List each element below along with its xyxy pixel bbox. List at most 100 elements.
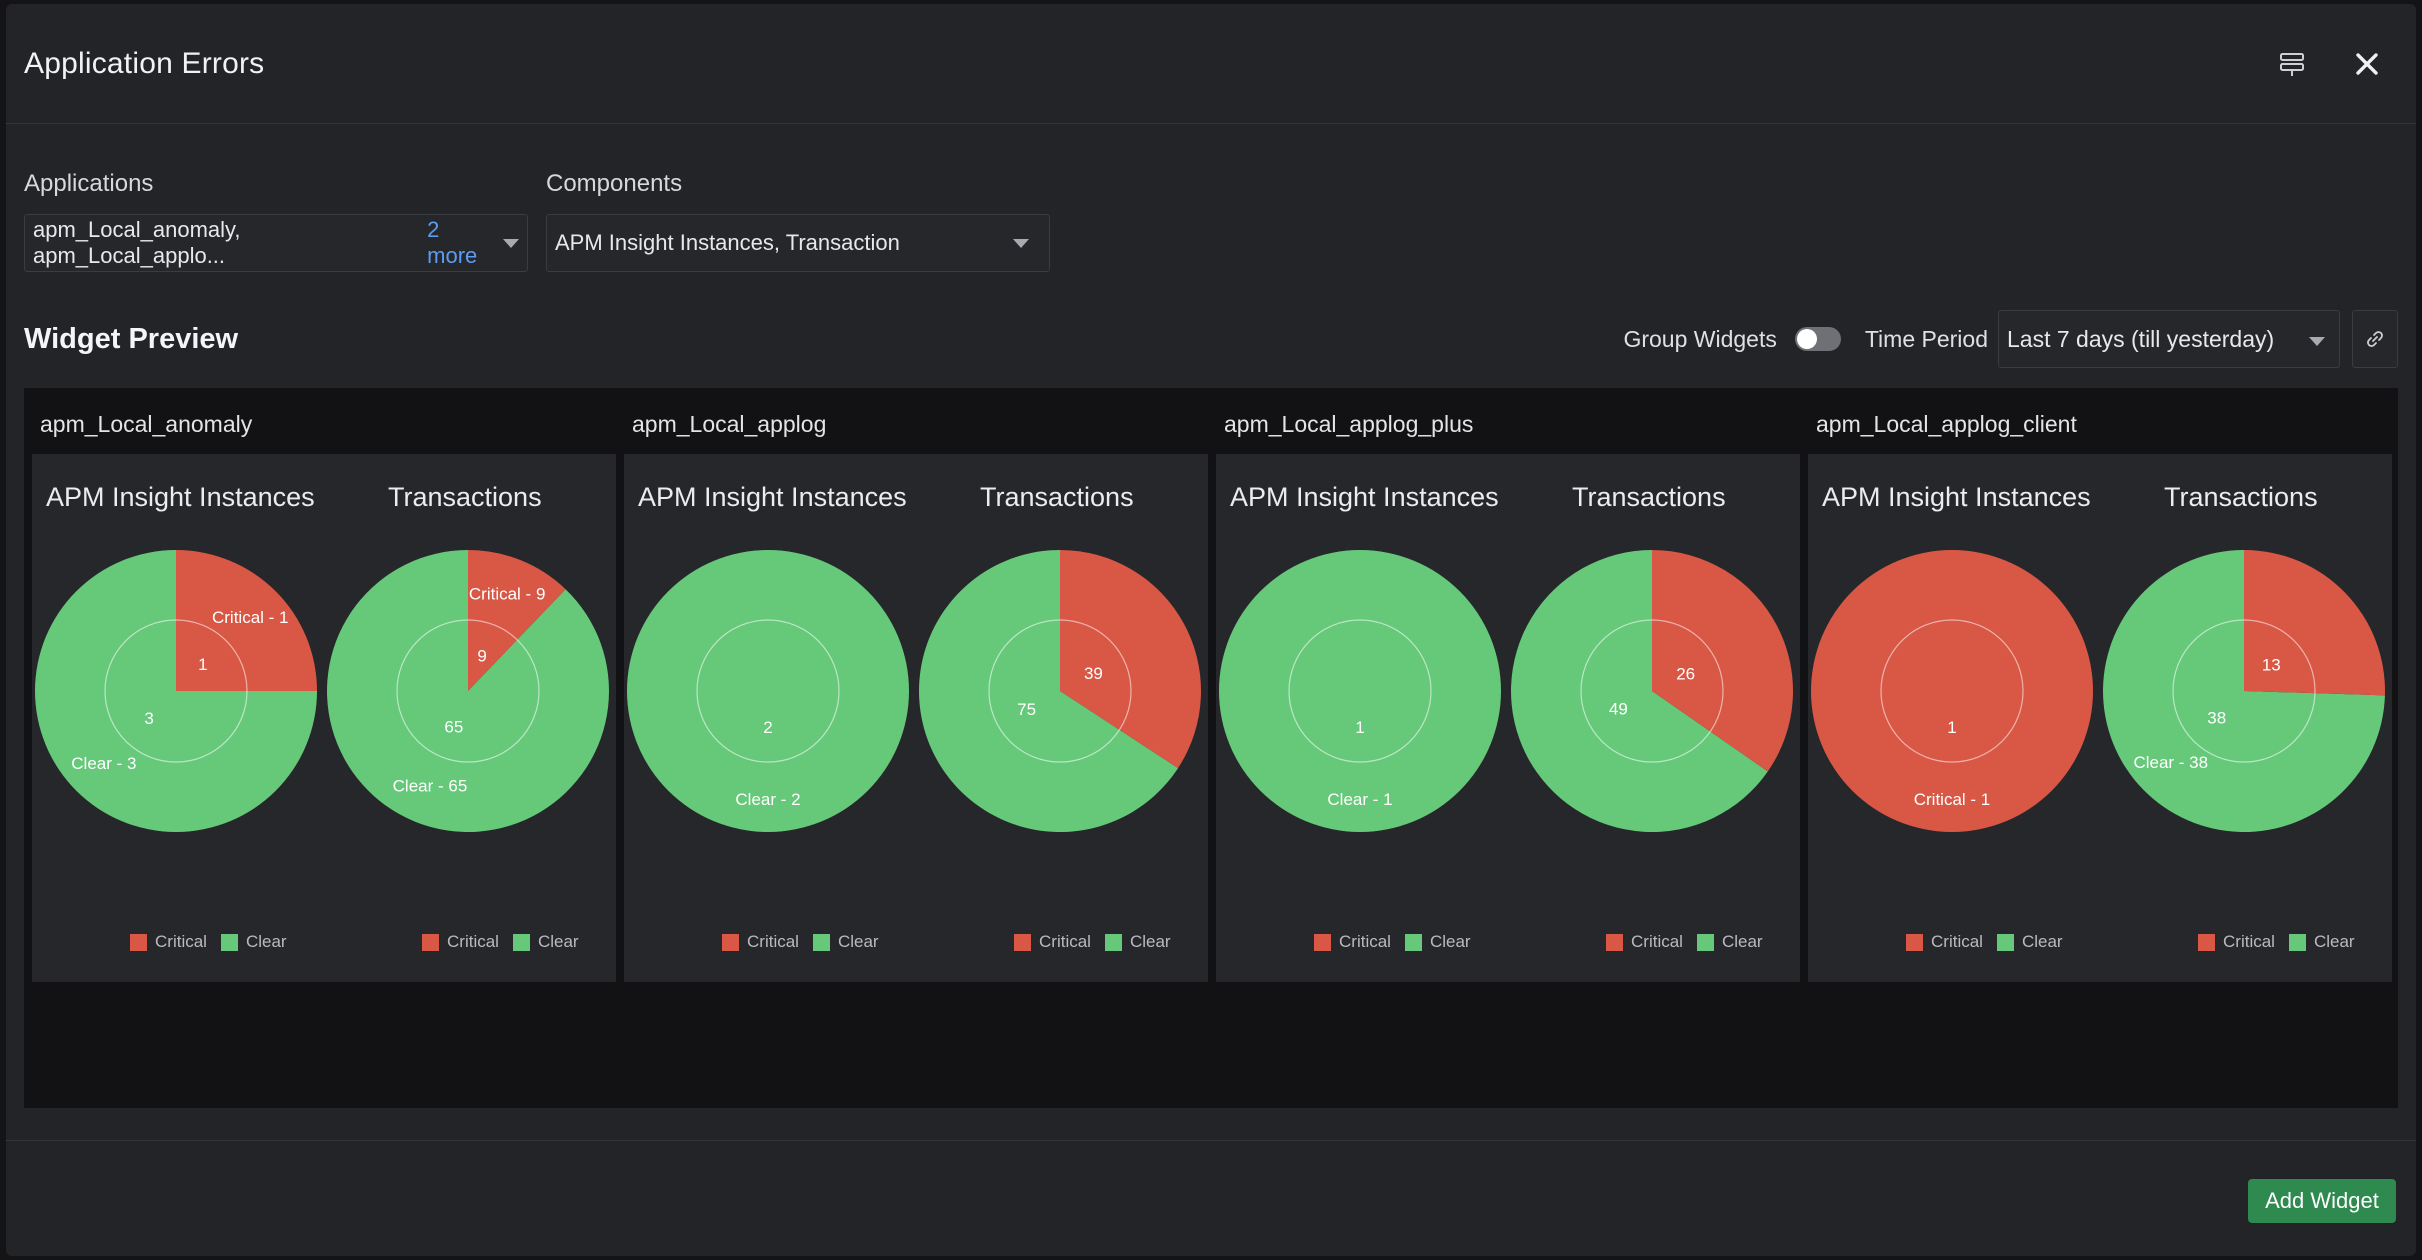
pie-chart-svg: 1 Clear - 1: [1219, 550, 1501, 832]
legend-item-critical[interactable]: Critical: [1606, 932, 1683, 952]
legend-label-critical: Critical: [1339, 932, 1391, 951]
pie-chart: 26 49 Transactions Critical Clear: [1506, 454, 1798, 982]
preview-bar: Widget Preview Group Widgets Time Period…: [6, 310, 2416, 368]
legend-label-clear: Clear: [1129, 932, 1171, 951]
pie-slice-critical[interactable]: [1811, 550, 2093, 832]
widget-card: apm_Local_applog_client 1 Critical - 1 APM …: [1800, 388, 2392, 982]
legend-swatch-critical: [1906, 933, 1923, 951]
pie-slice-clear[interactable]: [1511, 550, 1768, 832]
components-filter: Components APM Insight Instances, Transa…: [546, 170, 1050, 272]
legend-item-clear[interactable]: Clear: [812, 932, 879, 952]
widget-title: apm_Local_anomaly: [40, 411, 253, 437]
widget-card: apm_Local_applog_plus 1 Clear - 1 APM Insig…: [1208, 388, 1800, 982]
critical-slice-label: Critical - 1: [212, 608, 289, 627]
widget-title: apm_Local_applog: [632, 411, 827, 437]
clear-value-label: 49: [1609, 700, 1628, 719]
pie-chart-svg: 1 Critical - 1: [1811, 550, 2093, 832]
modal-title: Application Errors: [24, 46, 265, 80]
settings-icon[interactable]: [2278, 50, 2306, 78]
legend-item-critical[interactable]: Critical: [422, 932, 499, 952]
pie-slice-critical[interactable]: [1652, 550, 1793, 772]
legend-item-critical[interactable]: Critical: [1314, 932, 1391, 952]
legend-item-clear[interactable]: Clear: [512, 932, 579, 952]
chevron-down-icon: [2309, 337, 2325, 346]
components-value: APM Insight Instances, Transaction: [555, 230, 900, 255]
legend-label-critical: Critical: [1631, 932, 1683, 951]
legend-item-critical[interactable]: Critical: [722, 932, 799, 952]
widget-card: apm_Local_anomaly 1 3 Critical - 1 Clear - 3…: [24, 388, 616, 982]
pie-slice-clear[interactable]: [627, 550, 909, 832]
link-button[interactable]: [2352, 310, 2398, 368]
critical-value-label: 26: [1676, 664, 1695, 683]
pie-chart: 1 Critical - 1 APM Insight Instances Critic…: [1806, 454, 2098, 982]
legend-label-critical: Critical: [747, 932, 799, 951]
chevron-down-icon: [1013, 239, 1029, 248]
legend-swatch-critical: [422, 933, 439, 951]
legend-item-critical[interactable]: Critical: [1014, 932, 1091, 952]
applications-select[interactable]: apm_Local_anomaly, apm_Local_applo... 2 …: [24, 214, 528, 272]
inner-ring: [696, 619, 840, 763]
pie-chart: 2 Clear - 2 APM Insight Instances Critical C…: [622, 454, 914, 982]
widget-body: 2 Clear - 2 APM Insight Instances Critical C…: [624, 454, 1208, 982]
legend-item-critical[interactable]: Critical: [130, 932, 207, 952]
legend-item-clear[interactable]: Clear: [1696, 932, 1763, 952]
legend-swatch-critical: [722, 933, 739, 951]
inner-ring: [1288, 619, 1432, 763]
legend-item-clear[interactable]: Clear: [220, 932, 287, 952]
critical-value-label: 1: [1947, 718, 1956, 737]
time-period-label: Time Period: [1864, 325, 1988, 352]
widget-body: 1 Clear - 1 APM Insight Instances Critical C…: [1216, 454, 1800, 982]
pie-slice-critical[interactable]: [2244, 550, 2385, 696]
components-select[interactable]: APM Insight Instances, Transaction: [546, 214, 1050, 272]
applications-value: apm_Local_anomaly, apm_Local_applo...: [33, 217, 241, 268]
pie-slice-critical[interactable]: [1060, 550, 1201, 769]
components-label: Components: [546, 170, 683, 197]
legend-swatch-clear: [1104, 933, 1122, 951]
applications-label: Applications: [24, 170, 154, 197]
chart-legend: Critical Clear: [130, 932, 301, 952]
pie-chart: 9 65 Critical - 9 Clear - 65 Transactions Cri…: [322, 454, 614, 982]
chart-title: Transactions: [1572, 482, 1726, 512]
clear-slice-label: Clear - 1: [1327, 790, 1392, 809]
pie-slice-critical[interactable]: [176, 550, 317, 691]
legend-label-critical: Critical: [155, 932, 207, 951]
inner-ring: [988, 619, 1132, 763]
pie-slice-critical[interactable]: [468, 550, 566, 691]
inner-ring: [2172, 619, 2316, 763]
pie-slice-clear[interactable]: [326, 550, 609, 832]
chart-legend: Critical Clear: [722, 932, 893, 952]
modal-footer: Add Widget: [6, 1140, 2416, 1256]
applications-more-link[interactable]: 2 more: [427, 217, 478, 268]
pie-slice-clear[interactable]: [1219, 550, 1501, 832]
pie-slice-clear[interactable]: [919, 550, 1179, 832]
legend-label-clear: Clear: [245, 932, 287, 951]
chart-title: Transactions: [2164, 482, 2318, 512]
legend-label-critical: Critical: [2223, 932, 2275, 951]
legend-item-clear[interactable]: Clear: [2288, 932, 2355, 952]
group-widgets-toggle[interactable]: [1794, 327, 1841, 351]
legend-item-critical[interactable]: Critical: [2198, 932, 2275, 952]
chart-legend: Critical Clear: [1606, 932, 1777, 952]
legend-item-clear[interactable]: Clear: [1104, 932, 1171, 952]
application-errors-modal: Application Errors Applications apm_Lo: [6, 4, 2416, 1256]
pie-slice-clear[interactable]: [2103, 550, 2385, 832]
legend-item-critical[interactable]: Critical: [1906, 932, 1983, 952]
time-period-select[interactable]: Last 7 days (till yesterday): [1998, 310, 2340, 368]
inner-ring: [396, 619, 540, 763]
pie-chart-svg: 13 38 Clear - 38: [2103, 550, 2385, 832]
pie-chart-svg: 26 49: [1511, 550, 1793, 832]
close-icon[interactable]: [2354, 51, 2380, 77]
chart-title: APM Insight Instances: [1230, 482, 1499, 512]
legend-label-clear: Clear: [1429, 932, 1471, 951]
legend-label-critical: Critical: [1931, 932, 1983, 951]
filters: Applications apm_Local_anomaly, apm_Loca…: [6, 170, 2416, 272]
legend-item-clear[interactable]: Clear: [1404, 932, 1471, 952]
applications-filter: Applications apm_Local_anomaly, apm_Loca…: [24, 170, 528, 272]
legend-item-clear[interactable]: Clear: [1996, 932, 2063, 952]
add-widget-button[interactable]: Add Widget: [2248, 1179, 2396, 1223]
clear-slice-label: Clear - 3: [71, 754, 136, 773]
legend-swatch-critical: [1014, 933, 1031, 951]
clear-slice-label: Clear - 38: [2133, 753, 2208, 772]
modal-header: Application Errors: [6, 4, 2416, 124]
legend-swatch-clear: [1996, 933, 2014, 951]
